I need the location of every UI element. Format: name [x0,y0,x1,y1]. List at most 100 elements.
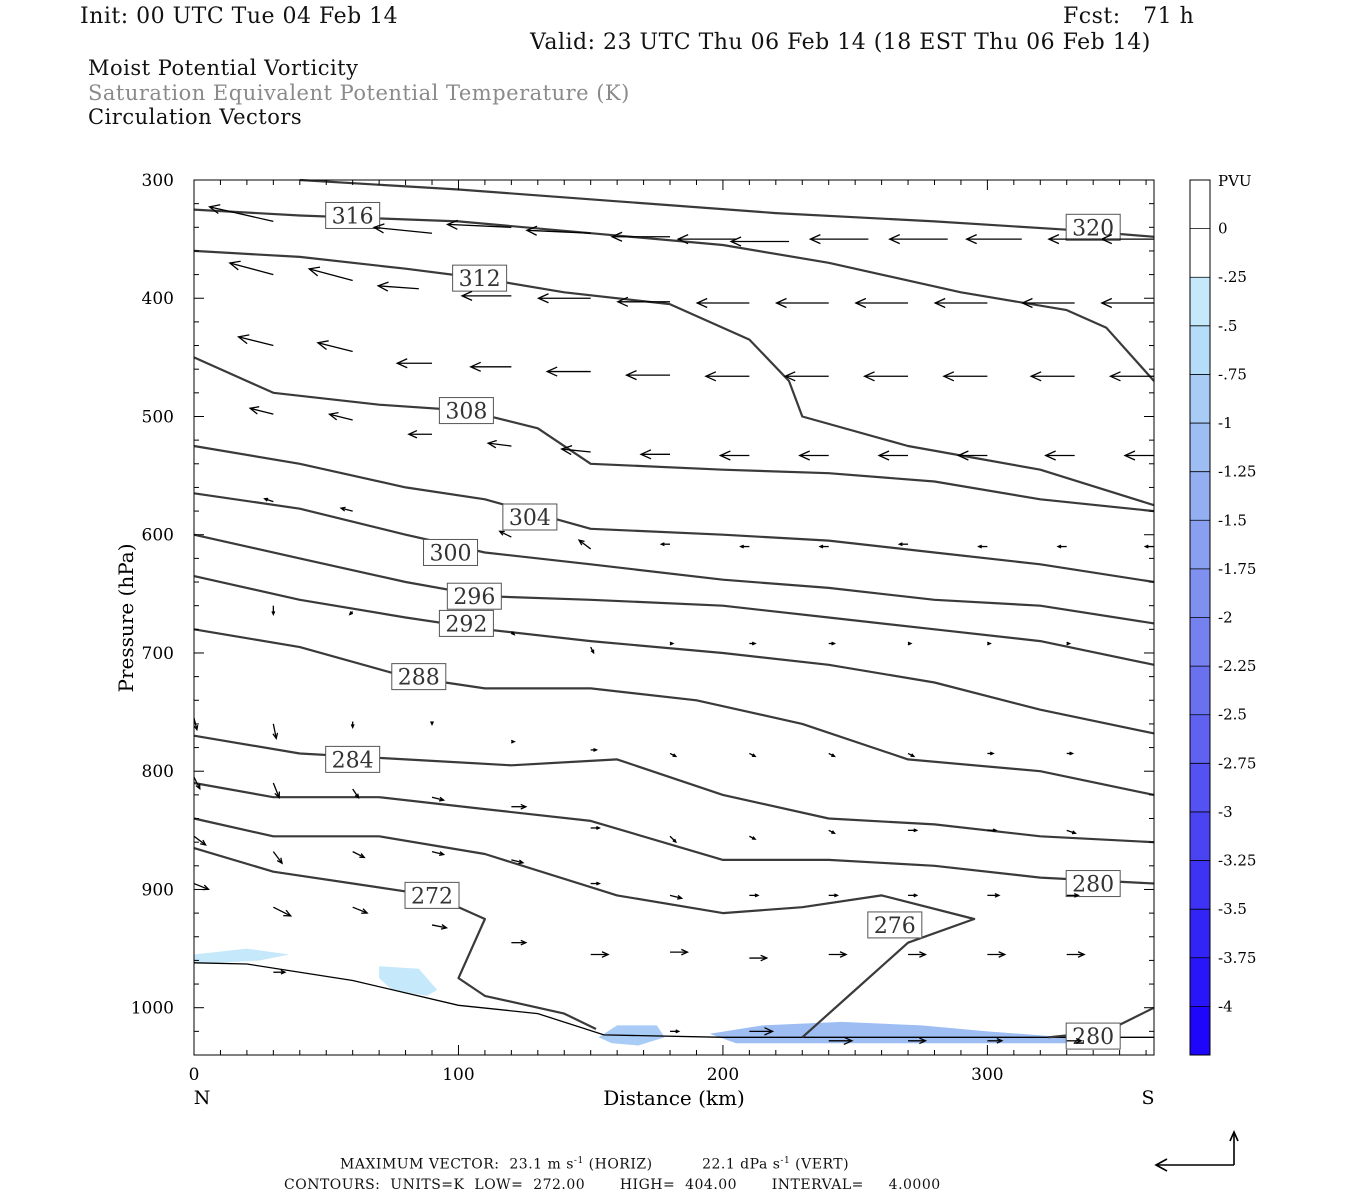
vector-head [987,641,992,646]
vector-head [350,724,355,729]
vector-head [376,281,389,292]
vector-head [610,231,623,242]
circulation-vector [908,951,928,958]
circulation-vector [908,828,919,833]
vector-head [669,641,675,646]
circulation-vector [828,1036,854,1046]
vector-head [672,838,677,844]
circulation-vector [877,450,909,461]
circulation-vector [1047,234,1102,245]
colorbar-cell-16 [1190,957,1210,1007]
circulation-vector [610,231,671,242]
circulation-vector [1029,371,1075,382]
circulation-vector [828,641,837,646]
vector-head [361,908,369,914]
circulation-vector [670,948,690,956]
circulation-vector [749,954,769,962]
circulation-vector [511,803,528,810]
vector-shaft [511,859,524,864]
circulation-vector [808,234,869,245]
contour-label-280: 280 [1072,873,1114,898]
vector-head [919,951,928,958]
x-axis-label: Distance (km) [603,1086,745,1110]
circulation-vector [749,641,757,646]
circulation-vector [639,449,671,460]
contour-label-box-13 [1065,213,1121,241]
vector-head [1108,371,1121,382]
circulation-vector [272,782,281,800]
vector-shaft [352,906,368,914]
vector-head [834,893,839,898]
contour-label-box-0 [404,881,460,909]
y-tick-label-400: 400 [142,289,174,309]
colorbar-label: -.25 [1218,268,1247,286]
circulation-vector [987,951,1007,958]
vector-shaft [373,226,433,234]
contour-label-296: 296 [453,585,495,610]
colorbar-cell-0 [1190,180,1210,230]
vector-head [307,266,321,277]
vector-head [276,857,283,865]
x-tick-label-100: 100 [442,1065,474,1085]
circulation-vector [339,506,353,512]
circulation-vector [908,893,919,898]
vector-head [913,893,919,898]
vector-shaft [352,788,360,799]
vector-head [989,751,995,756]
vector-head [272,732,279,740]
vector-head [271,611,276,616]
circulation-vector [207,204,274,223]
colorbar-cell-9 [1190,617,1210,667]
forecast-hour: Fcst: 71 h [1063,4,1195,29]
colorbar-label: 0 [1218,220,1228,238]
vector-head [774,297,787,309]
contour-label-316: 316 [332,204,374,229]
vector-head [695,297,708,309]
circulation-vector [272,851,283,865]
contour-label-box-10 [438,397,494,425]
colorbar-cell-1 [1190,228,1210,278]
circulation-vector [1066,1037,1083,1044]
vector-head [718,450,731,461]
contour-line-316 [193,208,1155,382]
circulation-vectors [193,204,1154,1046]
circulation-vector [510,739,516,744]
max-vector-line: MAXIMUM VECTOR: 23.1 m s-1 (HORIZ) 22.1 … [340,1156,849,1173]
vector-head [440,924,449,930]
colorbar-label: -1 [1218,414,1233,432]
contour-label-box-5 [391,663,447,691]
vector-head [1075,1037,1083,1044]
vector-head [202,884,210,891]
x-end-label-right: S [1141,1087,1154,1109]
circulation-vector [228,260,274,276]
contour-line-308 [193,356,1155,513]
vector-shaft [526,229,591,234]
vector-head [372,223,385,234]
vector-shaft [193,776,201,790]
axis-ticks: 0 100 200 300 300 400 500 600 700 800 900 1000 [131,171,1154,1085]
y-tick-label-700: 700 [142,644,174,664]
vector-head [510,739,516,744]
circulation-vector [327,411,353,421]
circulation-vector [193,835,207,846]
vector-shaft [329,413,353,421]
circulation-vector [749,752,757,758]
circulation-vector [933,297,988,309]
circulation-vector [272,723,279,740]
contour-line-288 [193,628,1155,796]
circulation-vector [774,297,829,309]
circulation-vector [511,939,528,946]
circulation-vector [352,851,366,859]
contour-label-box-4 [325,745,381,773]
circulation-vector [749,835,757,840]
vector-head [200,839,207,846]
vector-head [818,544,824,549]
circulation-vector [407,429,433,439]
circulation-vector [1100,297,1154,309]
circulation-vector [536,293,591,304]
vector-head [438,796,446,802]
title-moist-pv: Moist Potential Vorticity [88,56,359,80]
vector-head [798,450,810,461]
circulation-vector [670,1029,681,1034]
circulation-vector [669,835,677,844]
